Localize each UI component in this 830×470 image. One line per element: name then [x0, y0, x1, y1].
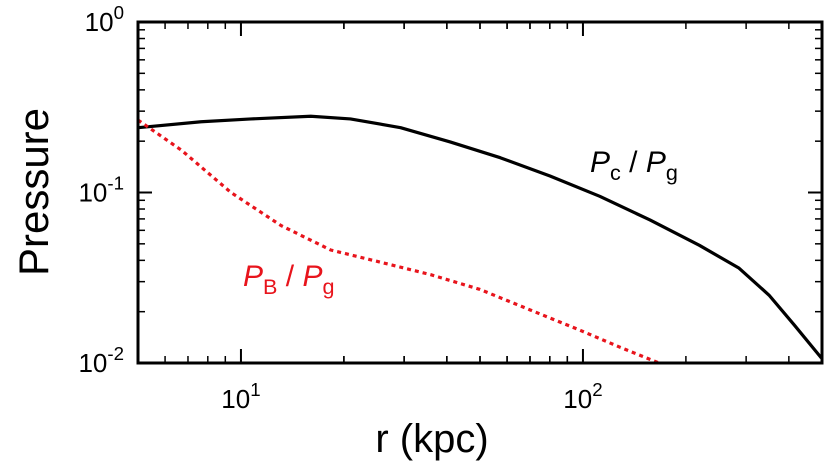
y-tick-label: 10-1 — [78, 173, 124, 208]
x-tick-label: 101 — [221, 379, 260, 414]
plot-frame — [136, 20, 824, 365]
x-tick-label: 102 — [563, 379, 602, 414]
x-axis-label: r (kpc) — [375, 417, 488, 461]
series-label: Pc​ / Pg​ — [590, 146, 678, 185]
series-line — [138, 114, 822, 360]
series-label: PB​ / Pg​ — [243, 260, 334, 299]
series-line — [138, 118, 660, 363]
y-axis-label: Pressure — [10, 108, 57, 276]
y-tick-label: 10-2 — [78, 343, 124, 378]
y-tick-label: 100 — [85, 2, 124, 37]
